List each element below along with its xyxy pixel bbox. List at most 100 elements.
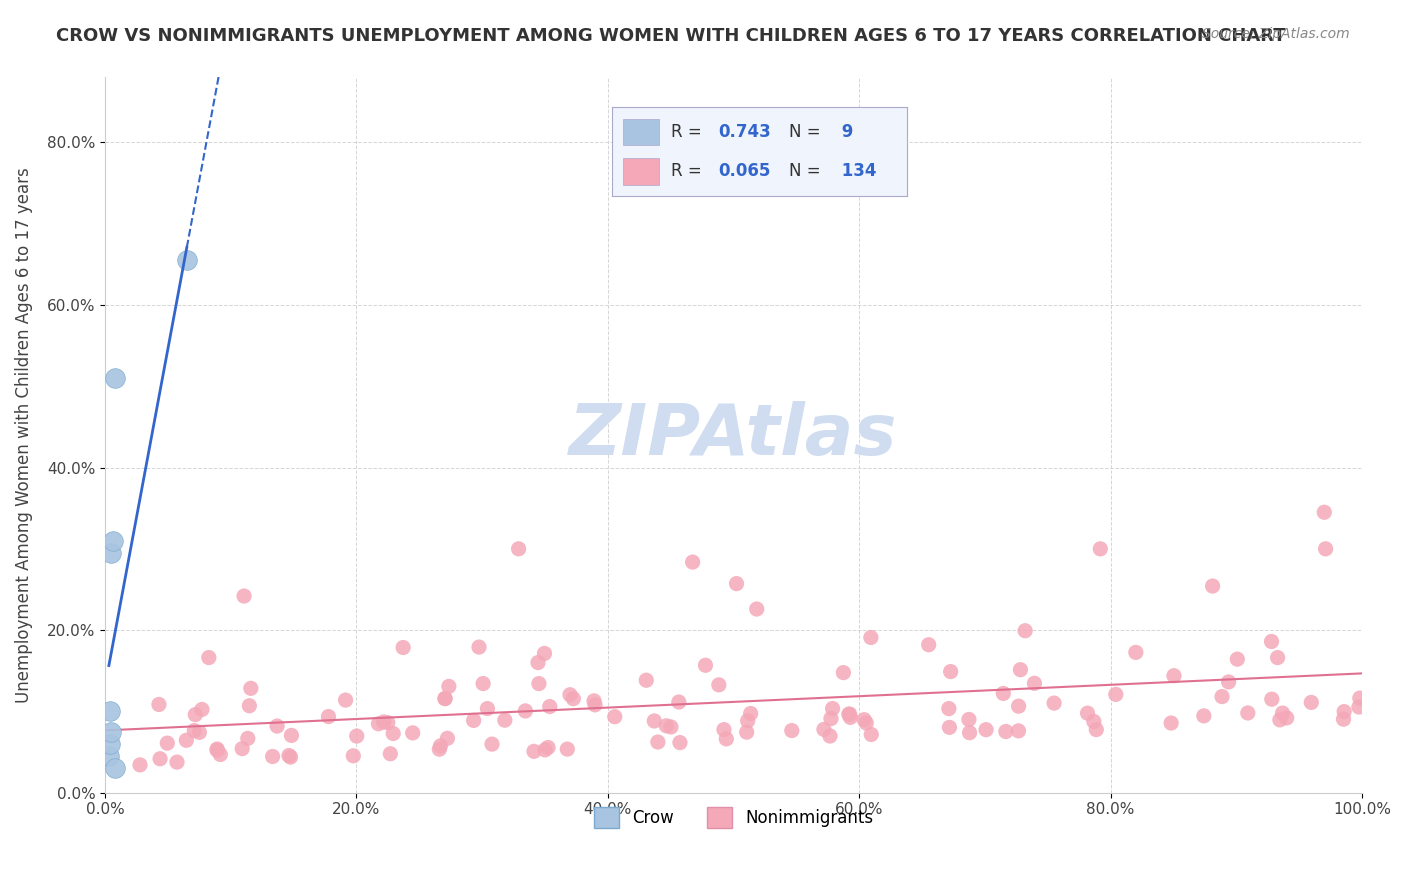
Point [523,744,546,758]
Point [262,749,284,764]
Point [280,728,302,742]
Point [392,640,415,655]
Point [233,589,256,603]
Point [508,541,530,556]
Point [1024,676,1046,690]
Point [745,602,768,616]
Point [1333,705,1355,719]
Point [97,749,120,764]
Point [1218,674,1240,689]
Point [813,723,835,737]
Point [659,720,682,734]
Point [176,733,198,747]
Point [98,705,121,719]
Point [1267,650,1289,665]
Point [367,716,389,731]
Point [974,723,997,737]
Text: N =: N = [789,162,820,180]
Point [1077,706,1099,721]
Point [555,742,578,756]
Point [346,729,368,743]
FancyBboxPatch shape [623,119,659,145]
Point [603,709,626,723]
Point [713,723,735,737]
Point [1260,634,1282,648]
Point [855,716,877,731]
Point [957,713,980,727]
Point [238,698,260,713]
Point [695,658,717,673]
Point [1271,706,1294,720]
Text: 134: 134 [837,162,876,180]
Point [239,681,262,696]
Text: Source: ZipAtlas.com: Source: ZipAtlas.com [1202,27,1350,41]
Point [534,743,557,757]
Point [266,719,288,733]
Point [100,546,122,560]
Point [468,640,491,654]
Point [839,710,862,724]
Point [104,761,127,775]
Point [682,555,704,569]
Point [853,713,876,727]
Point [1268,713,1291,727]
Point [859,631,882,645]
Point [100,724,122,739]
Point [231,741,253,756]
Point [191,702,214,716]
Point [939,665,962,679]
Point [1301,695,1323,709]
Point [1348,700,1371,714]
Point [382,726,405,740]
Point [433,691,456,706]
Point [838,707,860,722]
Point [166,755,188,769]
Point [838,707,860,722]
Point [236,731,259,746]
Point [725,576,748,591]
Point [429,739,451,753]
Y-axis label: Unemployment Among Women with Children Ages 6 to 17 years: Unemployment Among Women with Children A… [15,167,32,703]
Point [149,752,172,766]
Point [1201,579,1223,593]
Point [373,714,395,729]
Point [558,688,581,702]
Point [918,638,941,652]
Point [527,676,550,690]
Point [209,747,232,762]
Text: ZIPAtlas: ZIPAtlas [569,401,898,469]
Point [527,656,550,670]
Point [740,706,762,721]
Point [434,691,457,706]
Text: 0.065: 0.065 [718,162,770,180]
Point [860,727,883,741]
Text: N =: N = [789,123,820,141]
Point [205,743,228,757]
Point [148,698,170,712]
Point [994,724,1017,739]
Point [1192,709,1215,723]
Point [636,673,658,688]
Text: CROW VS NONIMMIGRANTS UNEMPLOYMENT AMONG WOMEN WITH CHILDREN AGES 6 TO 17 YEARS : CROW VS NONIMMIGRANTS UNEMPLOYMENT AMONG… [56,27,1286,45]
Point [938,720,960,734]
Point [820,712,842,726]
Point [1315,541,1337,556]
Point [737,714,759,728]
Point [1163,669,1185,683]
Point [780,723,803,738]
Point [377,715,399,730]
Point [1083,714,1105,729]
Point [129,758,152,772]
Point [184,707,207,722]
Legend: Crow, Nonimmigrants: Crow, Nonimmigrants [586,801,880,834]
Point [716,731,738,746]
Point [1085,723,1108,737]
Point [183,723,205,738]
Point [1014,624,1036,638]
Point [938,701,960,715]
Point [1007,723,1029,738]
Point [335,693,357,707]
Point [477,701,499,715]
Point [707,678,730,692]
Point [1090,541,1112,556]
